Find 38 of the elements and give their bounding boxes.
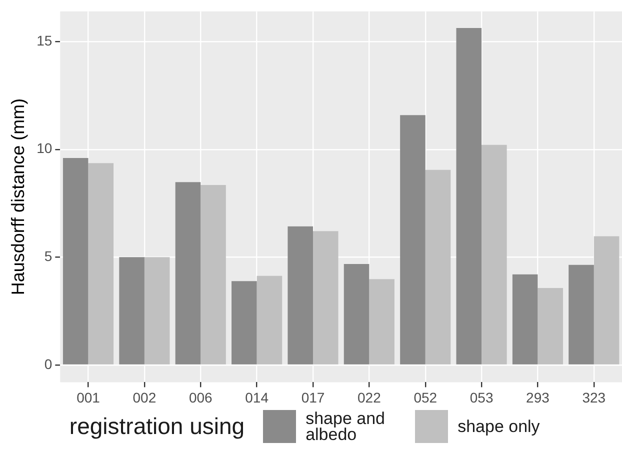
legend-label: shape and albedo — [306, 408, 386, 444]
y-tick-label: 5 — [44, 248, 52, 264]
legend-title: registration using — [69, 413, 245, 440]
x-tick-label: 053 — [470, 389, 494, 406]
bar — [200, 184, 226, 364]
y-tick-label: 15 — [36, 32, 52, 48]
y-tick-label: 10 — [36, 140, 52, 156]
x-tick-label: 323 — [582, 389, 606, 406]
bar — [538, 288, 564, 364]
bar — [144, 257, 170, 364]
x-tick-label: 022 — [358, 389, 382, 406]
x-tick-label: 006 — [188, 389, 213, 406]
bar — [88, 163, 114, 364]
bar — [288, 226, 313, 364]
x-tick-label: 017 — [301, 389, 325, 406]
y-axis-title: Hausdorff distance (mm) — [8, 98, 28, 296]
bar — [344, 264, 370, 364]
x-tick-label: 002 — [132, 389, 156, 406]
y-tick-label: 0 — [44, 356, 52, 372]
bar — [400, 115, 426, 364]
bar — [425, 170, 451, 364]
bar — [256, 276, 282, 364]
x-tick-label: 001 — [76, 389, 100, 406]
bar — [456, 28, 482, 364]
bar — [512, 274, 538, 364]
bar — [594, 236, 620, 364]
x-tick-label: 014 — [245, 389, 269, 406]
legend-label: shape only — [458, 416, 541, 436]
bar — [62, 158, 88, 364]
x-tick-label: 052 — [414, 389, 438, 406]
bar — [482, 144, 507, 364]
bar — [312, 231, 338, 364]
bar — [369, 279, 394, 364]
bar — [568, 264, 594, 364]
bar — [175, 182, 201, 364]
bar — [119, 257, 144, 364]
x-tick-label: 293 — [526, 389, 550, 406]
bar — [232, 281, 257, 364]
